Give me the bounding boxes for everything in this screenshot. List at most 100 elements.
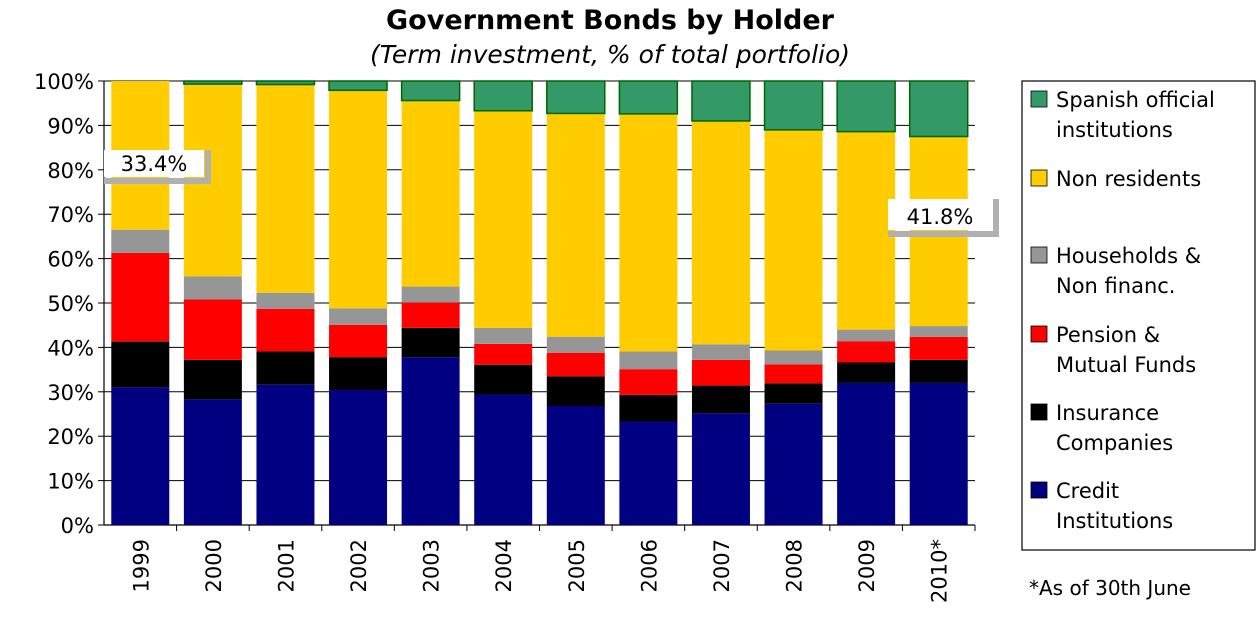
x-tick-label: 2000 [202,539,226,592]
bar-segment [909,359,968,383]
bar-segment [401,286,460,303]
legend-swatch [1030,325,1048,343]
x-tick-label: 2009 [855,539,879,592]
bar-segment [691,80,751,122]
bar-segment [546,80,606,115]
bar-segment [183,359,242,400]
bar-segment [837,362,896,383]
bar-segment [546,352,605,377]
legend-label: Insurance [1056,401,1159,425]
y-tick-label: 90% [47,114,94,138]
bar-segment [764,383,823,404]
bar-segment [183,399,242,525]
callouts: 33.4% 41.8% [104,150,999,237]
legend-swatch [1030,403,1048,421]
bar-segment [256,292,315,309]
bar-segment [837,131,896,330]
bar-segment [764,129,823,351]
bar-segment [764,403,823,525]
legend-label: Households & [1056,244,1201,268]
bar-segment [837,382,896,525]
bar-segment [329,390,388,525]
callout-box [104,150,204,177]
x-tick-label: 2005 [565,539,589,592]
bar-segment [256,308,315,352]
callout-shadow [888,199,999,237]
bar-segment [255,80,316,86]
callout-label: 33.4% [121,152,188,176]
callout-shadow [104,150,211,184]
x-tick-label: 2003 [420,539,444,592]
bar-segment [329,90,388,309]
bar-segment [619,113,678,352]
y-tick-label: 10% [47,470,94,494]
bar-segment [401,327,460,358]
x-tick-labels: 1999 2000 2001 2002 2003 2004 2005 2006 2007 2008… [129,525,976,603]
y-tick-label: 30% [47,381,94,405]
legend-swatch [1030,481,1048,499]
bar-segment [691,344,750,360]
legend-label: Mutual Funds [1056,353,1196,377]
legend-label: Pension & [1056,323,1160,347]
bar-segment [618,80,679,115]
bar-segment [619,369,678,395]
bar-segment [183,80,243,85]
bar-segment [329,324,388,358]
legend-label: Non financ. [1056,274,1175,298]
bar-segment [474,394,533,525]
bar-segment [401,100,460,287]
legend-swatch [1030,169,1048,187]
callout-box [888,199,992,230]
legend-swatch [1030,246,1048,264]
bar-segment [619,421,678,525]
bar-segment [691,120,750,345]
y-tick-label: 0% [61,514,94,538]
y-tick-label: 50% [47,292,94,316]
bar-segment [111,252,170,342]
bar-segment [401,357,460,525]
bar-segment [256,84,315,293]
bar-segment [256,351,315,385]
bar-segment [619,394,678,422]
bar-segment [400,80,461,102]
legend-label: Institutions [1056,509,1173,533]
bar-segment [111,341,170,388]
bar-segment [763,80,824,131]
bar-segment [909,382,968,525]
footnote: *As of 30th June [1029,576,1191,600]
legend-label: Non residents [1056,167,1201,191]
bar-segment [474,364,533,395]
chart-subtitle: (Term investment, % of total portfolio) [370,40,850,69]
chart-title: Government Bonds by Holder [386,5,835,36]
bars [111,80,969,525]
y-tick-label: 100% [34,70,94,94]
bar-segment [183,299,242,360]
x-tick-label: 2010* [928,539,952,603]
bar-segment [473,80,533,112]
bar-segment [909,336,968,360]
y-tick-labels: 0% 10% 20% 30% 40% 50% 60% 70% 80% 90% 100% [34,70,94,538]
bar-segment [546,336,605,353]
bar-segment [256,384,315,525]
bar-segment [909,326,968,337]
bar-segment [329,357,388,391]
bar-segment [691,385,750,414]
legend: Spanish official institutions Non resident… [1021,80,1256,551]
bar-segment [111,229,170,253]
bar-segment [474,343,533,365]
y-tick-label: 40% [47,336,94,360]
bar-segment [474,327,533,344]
legend-label: Companies [1056,431,1173,455]
y-tick-label: 70% [47,203,94,227]
bar-segment [111,387,170,525]
legend-frame [1021,80,1256,551]
y-tick-label: 60% [47,248,94,272]
bar-segment [836,80,896,133]
bar-segment [691,413,750,525]
bar-segment [619,351,678,370]
bar-segment [546,376,605,407]
bar-segment [764,364,823,384]
y-tick-label: 20% [47,425,94,449]
y-tick-label: 80% [47,159,94,183]
x-tick-label: 2002 [347,539,371,592]
